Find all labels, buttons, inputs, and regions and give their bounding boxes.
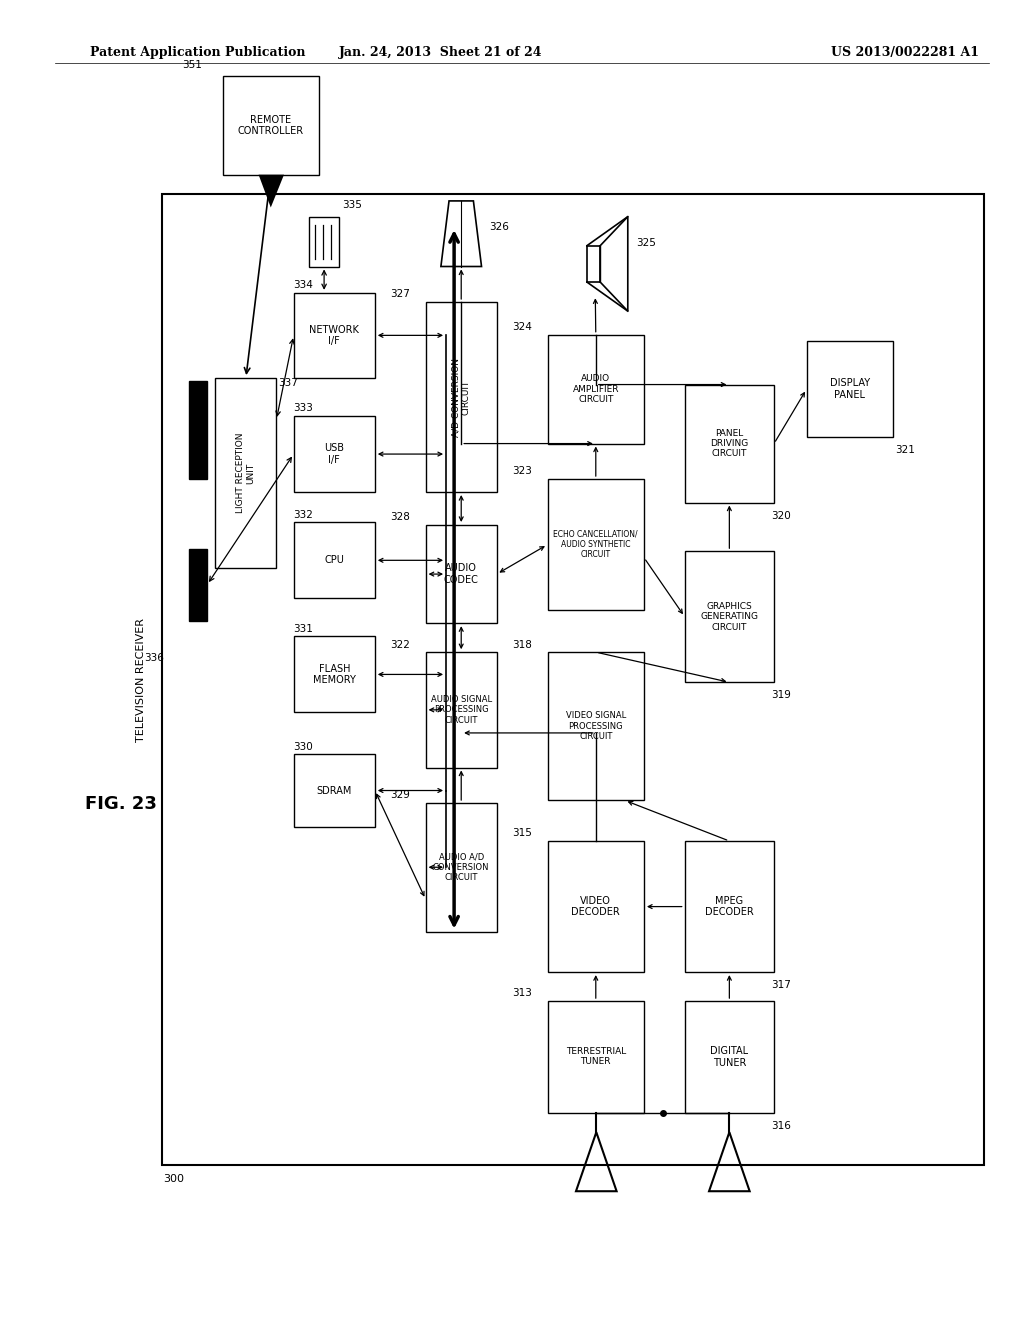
Text: 318: 318	[512, 639, 531, 649]
Text: ECHO CANCELLATION/
AUDIO SYNTHETIC
CIRCUIT: ECHO CANCELLATION/ AUDIO SYNTHETIC CIRCU…	[554, 529, 638, 560]
FancyBboxPatch shape	[807, 342, 893, 437]
Text: 351: 351	[182, 59, 202, 70]
Text: 316: 316	[771, 1121, 791, 1131]
Text: AUDIO A/D
CONVERSION
CIRCUIT: AUDIO A/D CONVERSION CIRCUIT	[433, 853, 489, 882]
Text: 322: 322	[390, 639, 410, 649]
FancyBboxPatch shape	[548, 652, 644, 800]
FancyBboxPatch shape	[685, 384, 774, 503]
Text: 323: 323	[512, 466, 531, 477]
Text: 330: 330	[294, 742, 313, 752]
Text: 333: 333	[294, 404, 313, 413]
FancyBboxPatch shape	[189, 380, 207, 479]
Text: 324: 324	[512, 322, 531, 333]
Text: MPEG
DECODER: MPEG DECODER	[705, 896, 754, 917]
Text: US 2013/0022281 A1: US 2013/0022281 A1	[831, 46, 979, 59]
Text: FLASH
MEMORY: FLASH MEMORY	[312, 664, 355, 685]
Text: CPU: CPU	[325, 556, 344, 565]
Text: VIDEO SIGNAL
PROCESSING
CIRCUIT: VIDEO SIGNAL PROCESSING CIRCUIT	[565, 711, 626, 741]
Text: Patent Application Publication: Patent Application Publication	[90, 46, 306, 59]
Text: 336: 336	[143, 653, 164, 664]
Text: VIDEO
DECODER: VIDEO DECODER	[571, 896, 621, 917]
FancyBboxPatch shape	[189, 549, 207, 620]
Text: 329: 329	[390, 791, 410, 800]
FancyBboxPatch shape	[426, 525, 497, 623]
Text: TELEVISION RECEIVER: TELEVISION RECEIVER	[136, 618, 146, 742]
FancyBboxPatch shape	[294, 293, 375, 378]
Text: 331: 331	[294, 624, 313, 634]
Text: 313: 313	[512, 989, 531, 998]
Text: LIGHT RECEPTION
UNIT: LIGHT RECEPTION UNIT	[237, 433, 256, 513]
FancyBboxPatch shape	[426, 302, 497, 492]
FancyBboxPatch shape	[685, 1001, 774, 1113]
Text: SDRAM: SDRAM	[316, 785, 352, 796]
Text: FIG. 23: FIG. 23	[85, 795, 158, 813]
Text: A/D CONVERSION
CIRCUIT: A/D CONVERSION CIRCUIT	[452, 358, 471, 437]
Text: 300: 300	[164, 1175, 184, 1184]
Text: AUDIO
CODEC: AUDIO CODEC	[443, 564, 478, 585]
Text: TERRESTRIAL
TUNER: TERRESTRIAL TUNER	[565, 1047, 626, 1067]
Text: PANEL
DRIVING
CIRCUIT: PANEL DRIVING CIRCUIT	[711, 429, 749, 458]
FancyBboxPatch shape	[548, 841, 644, 972]
FancyBboxPatch shape	[162, 194, 984, 1166]
Text: AUDIO SIGNAL
PROCESSING
CIRCUIT: AUDIO SIGNAL PROCESSING CIRCUIT	[431, 694, 492, 725]
FancyBboxPatch shape	[426, 652, 497, 767]
Polygon shape	[259, 174, 284, 207]
Text: DISPLAY
PANEL: DISPLAY PANEL	[829, 379, 869, 400]
FancyBboxPatch shape	[294, 416, 375, 492]
Text: 320: 320	[771, 511, 791, 520]
Text: REMOTE
CONTROLLER: REMOTE CONTROLLER	[238, 115, 304, 136]
Text: 334: 334	[294, 280, 313, 290]
FancyBboxPatch shape	[548, 479, 644, 610]
Text: 319: 319	[771, 690, 791, 701]
FancyBboxPatch shape	[548, 335, 644, 444]
Text: 327: 327	[390, 289, 410, 300]
Text: AUDIO
AMPLIFIER
CIRCUIT: AUDIO AMPLIFIER CIRCUIT	[572, 375, 620, 404]
FancyBboxPatch shape	[309, 216, 339, 267]
Text: 332: 332	[294, 510, 313, 520]
Text: 326: 326	[489, 222, 510, 232]
Text: 315: 315	[512, 829, 531, 838]
FancyBboxPatch shape	[215, 378, 276, 568]
Text: 321: 321	[895, 445, 914, 455]
Text: DIGITAL
TUNER: DIGITAL TUNER	[711, 1045, 749, 1068]
FancyBboxPatch shape	[294, 755, 375, 826]
Text: 325: 325	[636, 238, 655, 248]
FancyBboxPatch shape	[685, 841, 774, 972]
FancyBboxPatch shape	[548, 1001, 644, 1113]
Text: 317: 317	[771, 981, 791, 990]
FancyBboxPatch shape	[685, 552, 774, 682]
Text: 335: 335	[342, 201, 362, 210]
FancyBboxPatch shape	[222, 77, 319, 174]
FancyBboxPatch shape	[294, 523, 375, 598]
Text: 328: 328	[390, 512, 410, 523]
Text: GRAPHICS
GENERATING
CIRCUIT: GRAPHICS GENERATING CIRCUIT	[700, 602, 759, 631]
Text: USB
I/F: USB I/F	[325, 444, 344, 465]
Text: 337: 337	[279, 378, 298, 388]
FancyBboxPatch shape	[294, 636, 375, 713]
Text: Jan. 24, 2013  Sheet 21 of 24: Jan. 24, 2013 Sheet 21 of 24	[339, 46, 543, 59]
Text: NETWORK
I/F: NETWORK I/F	[309, 325, 359, 346]
FancyBboxPatch shape	[426, 803, 497, 932]
